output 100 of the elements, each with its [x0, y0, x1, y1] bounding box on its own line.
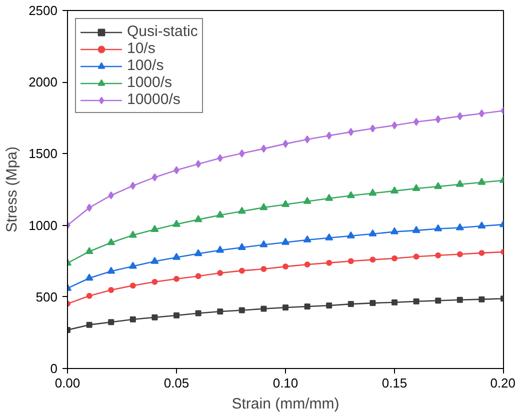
point: [456, 296, 463, 303]
point: [260, 203, 268, 210]
point: [435, 252, 442, 258]
point: [304, 303, 310, 310]
point: [152, 173, 158, 182]
point: [392, 299, 398, 306]
x-tick-label: 0.10: [272, 376, 298, 390]
legend-label: 1000/s: [127, 74, 172, 91]
point: [260, 144, 267, 153]
point: [195, 160, 202, 168]
point: [152, 278, 158, 285]
point: [130, 316, 136, 322]
point: [260, 240, 268, 248]
point: [85, 274, 94, 281]
y-tick-label: 500: [36, 289, 58, 304]
point: [107, 266, 116, 274]
point: [86, 322, 92, 328]
point: [217, 270, 224, 276]
point: [413, 298, 420, 304]
legend-label: Qusi-static: [127, 23, 198, 40]
point: [282, 264, 288, 270]
point: [434, 224, 442, 232]
point: [152, 314, 158, 320]
point: [172, 252, 180, 260]
point: [150, 256, 159, 264]
point: [108, 191, 114, 200]
point: [392, 255, 398, 262]
point: [282, 304, 288, 310]
point: [412, 184, 420, 192]
legend-label: 10000/s: [127, 91, 180, 108]
point: [238, 242, 246, 250]
point: [348, 128, 354, 136]
point: [260, 266, 267, 272]
x-tick-label: 0.20: [490, 376, 516, 390]
x-axis-title: Strain (mm/mm): [232, 396, 340, 412]
y-tick-label: 1500: [28, 146, 58, 162]
point: [456, 223, 464, 230]
point: [456, 251, 463, 258]
point: [172, 220, 180, 227]
point: [282, 140, 288, 148]
y-tick-label: 2500: [28, 3, 58, 18]
point: [130, 282, 136, 289]
point: [128, 230, 137, 238]
point: [217, 154, 223, 162]
point: [392, 121, 398, 130]
point: [217, 308, 224, 315]
point: [303, 196, 312, 204]
point: [370, 256, 376, 263]
point: [370, 300, 376, 306]
point: [282, 238, 290, 245]
legend-label: 100/s: [127, 57, 164, 74]
point: [346, 191, 355, 198]
point: [238, 206, 246, 214]
y-tick-label: 1000: [28, 218, 58, 233]
line-series: [68, 296, 504, 333]
point: [457, 112, 463, 120]
point: [435, 115, 441, 124]
x-tick-label: 0.15: [382, 376, 408, 390]
point: [325, 194, 334, 201]
point: [195, 273, 202, 280]
point: [325, 233, 334, 240]
x-tick-label: 0.05: [164, 376, 190, 390]
point: [282, 200, 290, 208]
point: [216, 246, 224, 253]
point: [456, 180, 464, 187]
point: [478, 109, 485, 118]
y-tick-label: 0: [50, 361, 58, 376]
point: [346, 231, 355, 238]
point: [304, 135, 310, 144]
point: [194, 249, 202, 256]
point: [478, 296, 485, 302]
point: [174, 276, 180, 282]
point: [413, 254, 420, 260]
point: [303, 235, 312, 242]
legend-label: 10/s: [127, 40, 156, 57]
point: [130, 182, 136, 190]
point: [304, 262, 310, 268]
point: [390, 227, 398, 234]
point: [86, 292, 92, 299]
point: [435, 298, 442, 304]
point: [326, 302, 332, 308]
point: [150, 224, 159, 232]
point: [238, 307, 245, 314]
point: [478, 221, 486, 229]
point: [174, 312, 180, 318]
point: [108, 287, 114, 294]
point: [348, 301, 354, 308]
point: [412, 226, 420, 233]
point: [216, 210, 224, 218]
point: [478, 250, 485, 256]
point: [368, 229, 377, 236]
point: [86, 204, 92, 212]
point: [348, 258, 354, 264]
point: [194, 215, 202, 222]
point: [326, 260, 332, 266]
point: [368, 188, 377, 196]
point: [238, 268, 245, 274]
point: [195, 310, 202, 316]
point: [107, 238, 116, 246]
point: [239, 149, 245, 158]
